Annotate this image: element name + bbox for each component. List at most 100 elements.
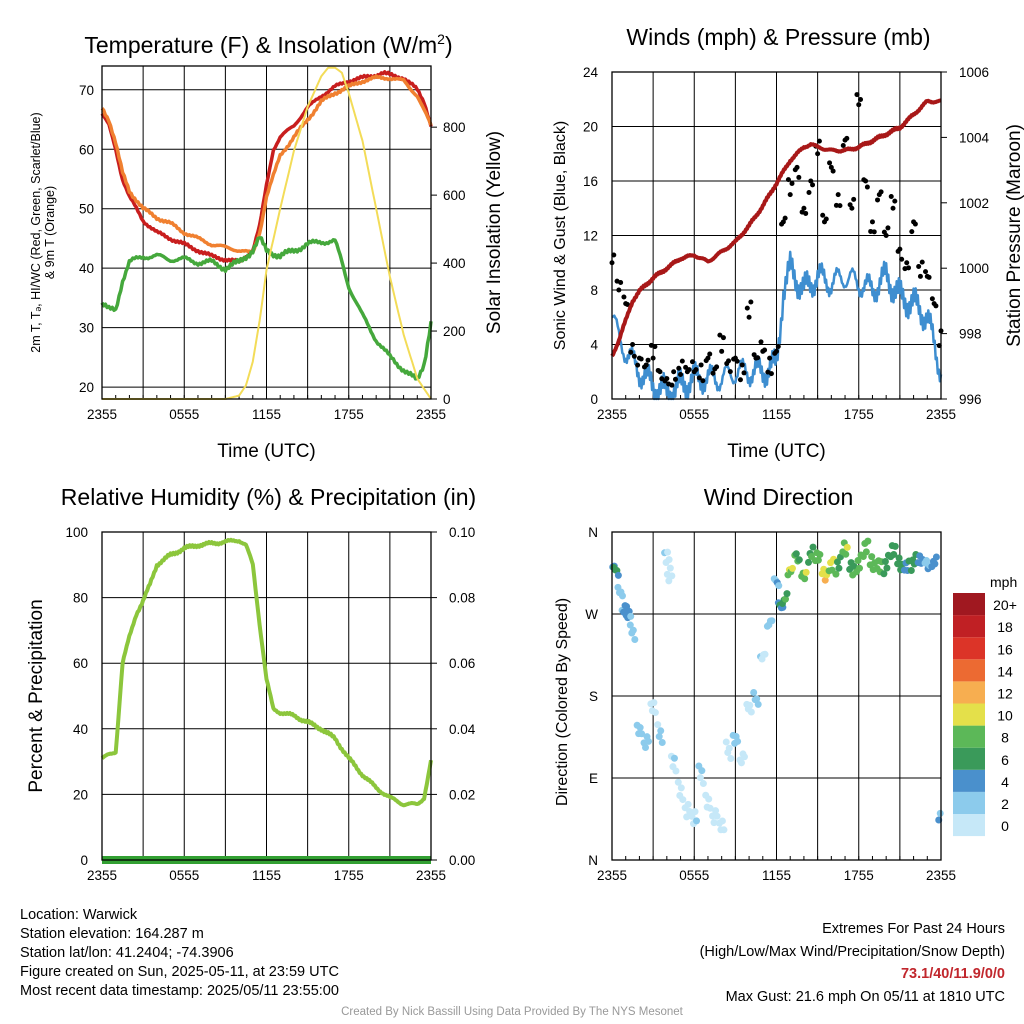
most-recent-timestamp: Most recent data timestamp: 2025/05/11 2… — [20, 983, 339, 999]
direction-point — [631, 636, 639, 644]
colorbar-segment — [953, 791, 985, 814]
temperature-panel: 2355 0555 1155 1755 2355 20 30 40 50 60 70 0 200 400 6… — [29, 31, 505, 462]
station-location: Location: Warwick — [20, 907, 138, 923]
gust-point — [794, 164, 800, 170]
y2-tick-label: 1006 — [959, 65, 989, 80]
direction-point — [665, 556, 673, 564]
colorbar-segment — [953, 615, 985, 638]
gust-point — [897, 246, 903, 252]
gust-point — [767, 355, 773, 361]
direction-point — [775, 582, 783, 590]
gust-point — [851, 196, 857, 202]
direction-point — [923, 557, 931, 565]
gust-point — [737, 377, 743, 383]
y2-tick-label: 0.04 — [449, 722, 476, 737]
colorbar-segment — [953, 747, 985, 770]
direction-point — [936, 809, 944, 817]
direction-point — [713, 812, 721, 820]
direction-point — [814, 556, 822, 564]
y-tick-label: 40 — [79, 261, 94, 276]
gust-point — [638, 356, 644, 362]
gust-point — [849, 205, 855, 211]
gust-point — [916, 264, 922, 270]
y-tick-label: 8 — [590, 283, 598, 298]
direction-point — [781, 595, 789, 603]
gust-point — [929, 296, 935, 302]
gust-point — [624, 302, 630, 308]
direction-point — [651, 709, 659, 717]
gust-point — [643, 362, 649, 368]
direction-point — [816, 551, 824, 559]
direction-point — [890, 550, 898, 558]
gust-point — [645, 357, 651, 363]
gust-point — [714, 364, 720, 370]
gust-point — [734, 358, 740, 364]
direction-point — [746, 701, 754, 709]
direction-point — [666, 564, 674, 572]
direction-point — [627, 612, 635, 620]
gust-point — [858, 96, 864, 102]
direction-point — [674, 778, 682, 786]
colorbar-label: 12 — [997, 685, 1013, 701]
gust-point — [630, 342, 636, 347]
direction-point — [788, 564, 796, 572]
direction-point — [710, 819, 718, 827]
x-tick-label: 1755 — [844, 407, 874, 422]
direction-point — [768, 617, 776, 625]
colorbar-segment — [953, 725, 985, 748]
gust-point — [621, 294, 627, 300]
plot-border — [101, 531, 432, 861]
extremes-title: Extremes For Past 24 Hours — [822, 921, 1005, 937]
direction-point — [850, 562, 858, 570]
gust-point — [890, 205, 896, 211]
direction-point — [907, 567, 915, 575]
x-tick-label: 0555 — [679, 407, 709, 422]
direction-point — [699, 780, 707, 788]
station-info: Location: Warwick Station elevation: 164… — [20, 906, 339, 1001]
gust-point — [727, 369, 733, 375]
gust-point — [739, 362, 745, 368]
x-tick-label: 2355 — [926, 868, 956, 883]
gust-point — [657, 369, 663, 375]
x-axis-label: Time (UTC) — [217, 441, 316, 462]
direction-point — [696, 774, 704, 782]
colorbar-segment — [953, 769, 985, 792]
gust-point — [904, 260, 910, 266]
gust-point — [698, 362, 704, 368]
gust-point — [926, 274, 932, 280]
gust-point — [787, 192, 793, 198]
direction-point — [645, 737, 653, 745]
gust-point — [741, 370, 747, 376]
y2-axis-label: Solar Insolation (Yellow) — [484, 131, 505, 334]
credit-line: Created By Nick Bassill Using Data Provi… — [341, 1006, 683, 1018]
direction-point — [629, 626, 637, 634]
y2-tick-label: 0.00 — [449, 853, 475, 868]
y2-tick-label: 998 — [959, 327, 982, 342]
colorbar-label: 2 — [1001, 796, 1009, 812]
direction-point — [843, 543, 851, 551]
direction-point — [706, 804, 714, 812]
x-tick-label: 1155 — [252, 868, 281, 883]
direction-point — [636, 724, 644, 732]
y-tick-label: 20 — [73, 787, 88, 802]
gust-point — [720, 335, 726, 341]
gust-point — [892, 198, 898, 204]
gust-point — [707, 351, 713, 357]
direction-point — [801, 575, 809, 583]
y-tick-label: 60 — [73, 656, 88, 671]
direction-point — [654, 721, 662, 729]
colorbar-segment — [953, 659, 985, 682]
gust-point — [689, 359, 695, 365]
x-tick-label: 1755 — [334, 407, 364, 422]
y2-tick-label: 0.06 — [449, 656, 475, 671]
y2-tick-label: 996 — [959, 392, 982, 407]
gust-point — [775, 343, 781, 349]
y2-tick-label: 1002 — [959, 196, 989, 211]
station-elevation: Station elevation: 164.287 m — [20, 926, 204, 942]
direction-point — [712, 807, 720, 815]
gust-point — [840, 143, 846, 149]
y-tick-label: 20 — [79, 380, 94, 395]
x-tick-label: 2355 — [597, 868, 627, 883]
y2-axis-label: Station Pressure (Maroon) — [1004, 124, 1024, 347]
colorbar-label: 8 — [1001, 730, 1009, 746]
